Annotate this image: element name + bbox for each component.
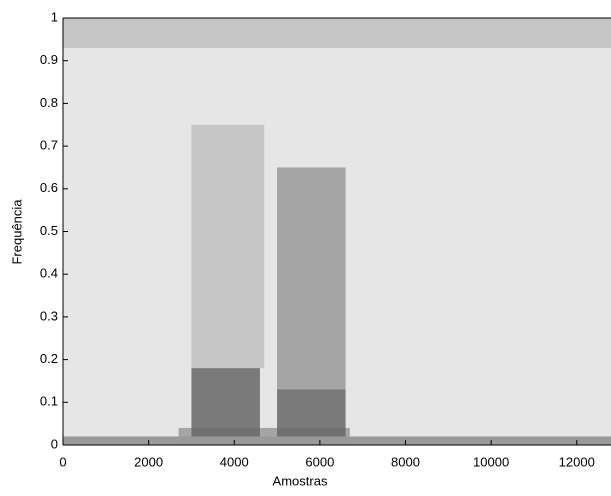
- y-tick-label: 1: [51, 9, 58, 24]
- y-tick-label: 0.7: [40, 138, 58, 153]
- x-tick-label: 10000: [473, 454, 509, 469]
- y-axis-label: Frequência: [9, 199, 24, 265]
- x-tick-label: 0: [59, 454, 66, 469]
- x-axis-label: Amostras: [273, 473, 328, 488]
- intensity-region: [277, 167, 346, 390]
- y-tick-label: 0.2: [40, 351, 58, 366]
- y-tick-label: 0: [51, 436, 58, 451]
- y-tick-label: 0.3: [40, 308, 58, 323]
- y-tick-label: 0.5: [40, 223, 58, 238]
- x-tick-label: 8000: [391, 454, 420, 469]
- x-tick-label: 2000: [134, 454, 163, 469]
- intensity-region: [63, 18, 611, 48]
- x-tick-label: 4000: [220, 454, 249, 469]
- intensity-region: [191, 124, 265, 369]
- y-tick-label: 0.4: [40, 266, 58, 281]
- y-tick-label: 0.6: [40, 180, 58, 195]
- intensity-region: [191, 368, 260, 437]
- intensity-region: [277, 389, 346, 437]
- y-tick-label: 0.9: [40, 52, 58, 67]
- y-tick-label: 0.8: [40, 95, 58, 110]
- y-tick-label: 0.1: [40, 394, 58, 409]
- x-tick-label: 12000: [559, 454, 595, 469]
- x-tick-label: 6000: [305, 454, 334, 469]
